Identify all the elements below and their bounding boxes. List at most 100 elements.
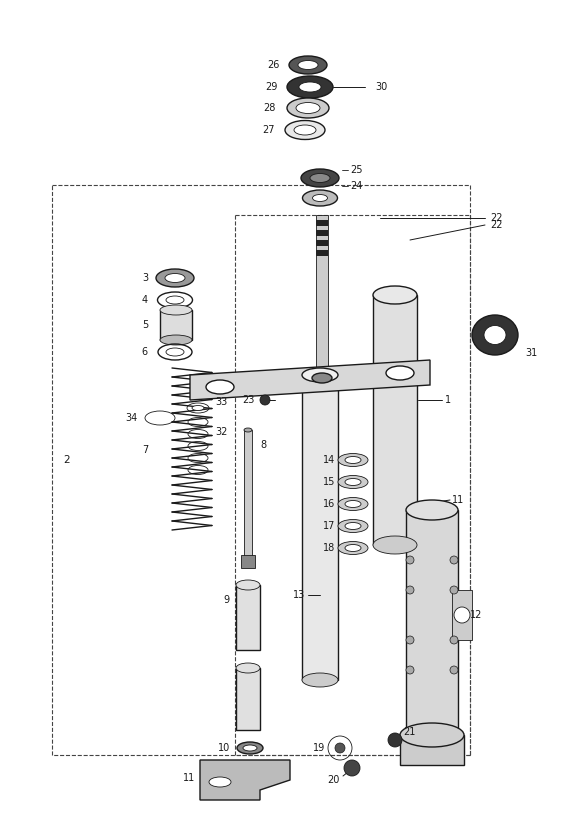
Ellipse shape [160, 305, 192, 315]
Polygon shape [190, 360, 430, 400]
Bar [316, 215, 328, 370]
Polygon shape [406, 510, 458, 735]
Text: 7: 7 [142, 445, 148, 455]
Ellipse shape [165, 274, 185, 283]
Text: 26: 26 [268, 60, 280, 70]
Ellipse shape [166, 296, 184, 304]
Text: 17: 17 [322, 521, 335, 531]
Ellipse shape [298, 60, 318, 69]
Text: 25: 25 [350, 165, 363, 175]
Text: 2: 2 [63, 455, 69, 465]
Polygon shape [236, 668, 260, 730]
Polygon shape [236, 585, 260, 650]
Ellipse shape [160, 335, 192, 345]
Circle shape [406, 586, 414, 594]
Ellipse shape [302, 673, 338, 687]
Bar [316, 220, 328, 226]
Text: 4: 4 [142, 295, 148, 305]
Circle shape [450, 636, 458, 644]
Text: 10: 10 [217, 743, 230, 753]
Polygon shape [241, 555, 255, 568]
Ellipse shape [285, 120, 325, 139]
Text: 11: 11 [452, 495, 464, 505]
Ellipse shape [296, 102, 320, 114]
Ellipse shape [287, 98, 329, 118]
Ellipse shape [345, 456, 361, 464]
Text: 16: 16 [323, 499, 335, 509]
Text: 28: 28 [264, 103, 276, 113]
Text: 24: 24 [350, 181, 363, 191]
Ellipse shape [312, 194, 328, 202]
Ellipse shape [243, 745, 257, 751]
Text: 31: 31 [525, 348, 538, 358]
Text: 32: 32 [215, 427, 227, 437]
Ellipse shape [244, 428, 252, 432]
Text: 12: 12 [470, 610, 482, 620]
Bar [316, 250, 328, 256]
Ellipse shape [338, 498, 368, 511]
Bar [316, 230, 328, 236]
Circle shape [406, 636, 414, 644]
Text: 34: 34 [126, 413, 138, 423]
Polygon shape [200, 760, 290, 800]
Text: 18: 18 [323, 543, 335, 553]
Text: 15: 15 [322, 477, 335, 487]
Circle shape [344, 760, 360, 776]
Text: 11: 11 [182, 773, 195, 783]
Ellipse shape [294, 125, 316, 135]
Text: 29: 29 [266, 82, 278, 92]
Ellipse shape [209, 777, 231, 787]
Circle shape [454, 607, 470, 623]
Ellipse shape [386, 366, 414, 380]
Circle shape [450, 586, 458, 594]
Text: 23: 23 [243, 395, 255, 405]
Text: 33: 33 [215, 397, 227, 407]
Text: 1: 1 [445, 395, 451, 405]
Circle shape [406, 666, 414, 674]
Ellipse shape [303, 190, 338, 206]
Circle shape [335, 743, 345, 753]
Ellipse shape [338, 475, 368, 489]
Text: 3: 3 [142, 273, 148, 283]
Ellipse shape [236, 580, 260, 590]
Ellipse shape [345, 545, 361, 551]
Ellipse shape [166, 348, 184, 356]
Text: 9: 9 [224, 595, 230, 605]
Circle shape [388, 733, 402, 747]
Ellipse shape [472, 315, 518, 355]
Text: 21: 21 [403, 727, 415, 737]
Text: 6: 6 [142, 347, 148, 357]
Ellipse shape [338, 519, 368, 532]
Ellipse shape [345, 522, 361, 530]
Ellipse shape [287, 76, 333, 98]
Ellipse shape [310, 174, 330, 182]
Text: 14: 14 [323, 455, 335, 465]
Ellipse shape [373, 286, 417, 304]
Ellipse shape [237, 742, 263, 754]
Polygon shape [400, 735, 464, 765]
Ellipse shape [312, 373, 332, 383]
Circle shape [450, 556, 458, 564]
Ellipse shape [373, 536, 417, 554]
Circle shape [450, 666, 458, 674]
Text: 19: 19 [312, 743, 325, 753]
Ellipse shape [289, 56, 327, 74]
Ellipse shape [406, 500, 458, 520]
Ellipse shape [299, 82, 321, 92]
Text: 13: 13 [293, 590, 305, 600]
Text: 20: 20 [328, 775, 340, 785]
Ellipse shape [206, 380, 234, 394]
Ellipse shape [400, 723, 464, 747]
Text: 27: 27 [262, 125, 275, 135]
Ellipse shape [302, 368, 338, 382]
Bar [316, 240, 328, 246]
Ellipse shape [338, 541, 368, 555]
Bar [244, 430, 252, 560]
Ellipse shape [345, 479, 361, 485]
Text: 5: 5 [142, 320, 148, 330]
Polygon shape [373, 295, 417, 545]
Polygon shape [160, 310, 192, 340]
Text: 22: 22 [490, 213, 503, 223]
Ellipse shape [236, 663, 260, 673]
Text: 8: 8 [260, 440, 266, 450]
